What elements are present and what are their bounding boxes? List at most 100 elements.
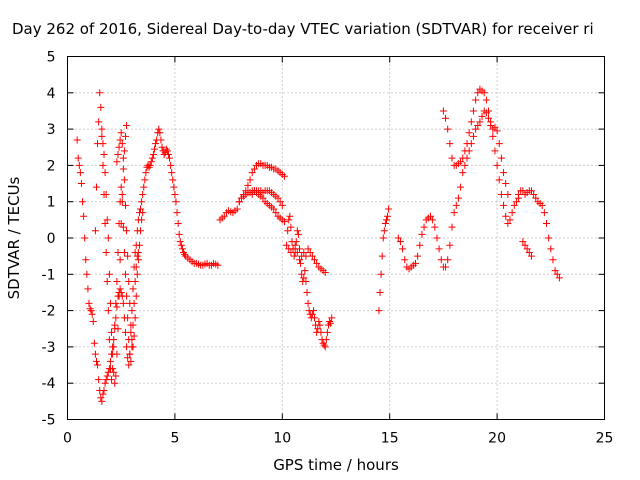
y-tick-label: 4 <box>47 86 56 102</box>
data-point <box>469 132 477 140</box>
data-point <box>497 154 505 162</box>
data-point <box>158 143 166 151</box>
data-point <box>181 250 189 258</box>
data-point <box>429 216 437 224</box>
plot-frame <box>67 56 605 420</box>
data-point <box>128 307 136 315</box>
data-point <box>134 249 142 257</box>
data-point <box>457 183 465 191</box>
data-point <box>162 145 170 153</box>
data-point <box>543 219 551 227</box>
data-point <box>128 336 136 344</box>
data-point <box>152 140 160 148</box>
y-tick-label: 5 <box>47 50 56 66</box>
data-point <box>246 176 254 184</box>
data-series-2 <box>98 121 131 387</box>
data-point <box>301 267 309 275</box>
data-point <box>385 205 393 213</box>
data-point <box>283 241 291 249</box>
data-point <box>314 325 322 333</box>
data-point <box>527 187 535 195</box>
data-series-9 <box>375 205 393 315</box>
data-point <box>321 343 329 351</box>
data-point <box>450 209 458 217</box>
data-point <box>328 314 336 322</box>
data-point <box>110 343 118 351</box>
data-point <box>396 238 404 246</box>
data-point <box>538 201 546 209</box>
data-point <box>512 198 520 206</box>
data-point <box>457 158 465 166</box>
data-point <box>163 147 171 155</box>
data-point <box>295 245 303 253</box>
data-point <box>117 288 125 296</box>
data-point <box>311 314 319 322</box>
data-point <box>376 288 384 296</box>
data-series-0 <box>73 125 222 405</box>
data-point <box>98 132 106 140</box>
data-point <box>175 230 183 238</box>
data-point <box>485 114 493 122</box>
data-point <box>297 259 305 267</box>
data-point <box>118 190 126 198</box>
data-point <box>519 238 527 246</box>
data-point <box>92 357 100 365</box>
data-point <box>104 234 112 242</box>
data-point <box>112 372 120 380</box>
data-point <box>469 107 477 115</box>
data-point <box>502 180 510 188</box>
data-point <box>322 336 330 344</box>
data-point <box>166 154 174 162</box>
data-point <box>280 218 288 226</box>
data-point <box>98 397 106 405</box>
data-point <box>140 183 148 191</box>
data-point <box>510 201 518 209</box>
data-point <box>131 278 139 286</box>
data-point <box>75 161 83 169</box>
data-point <box>149 151 157 159</box>
data-point <box>117 129 125 137</box>
data-point <box>523 245 531 253</box>
data-point <box>138 216 146 224</box>
data-point <box>497 190 505 198</box>
data-point <box>285 216 293 224</box>
data-point <box>495 176 503 184</box>
data-point <box>452 201 460 209</box>
data-point <box>377 270 385 278</box>
data-point <box>553 270 561 278</box>
data-point <box>106 299 114 307</box>
data-point <box>130 332 138 340</box>
data-point <box>233 205 241 213</box>
data-point <box>82 256 90 264</box>
y-tick-label: 1 <box>47 195 56 211</box>
data-series-5 <box>235 160 288 206</box>
data-point <box>129 343 137 351</box>
data-point <box>157 136 165 144</box>
data-point <box>303 288 311 296</box>
data-point <box>384 212 392 220</box>
data-point <box>114 151 122 159</box>
data-point <box>142 169 150 177</box>
y-tick-label: -1 <box>42 267 56 283</box>
data-series-10 <box>394 107 523 273</box>
data-point <box>112 314 120 322</box>
x-tick-label: 0 <box>63 431 72 447</box>
data-point <box>480 89 488 97</box>
data-point <box>169 176 177 184</box>
data-point <box>125 278 133 286</box>
data-point <box>177 241 185 249</box>
data-point <box>170 183 178 191</box>
data-point <box>292 238 300 246</box>
data-point <box>316 321 324 329</box>
data-point <box>433 234 441 242</box>
data-point <box>504 190 512 198</box>
data-point <box>286 212 294 220</box>
data-point <box>118 140 126 148</box>
data-point <box>83 270 91 278</box>
data-point <box>235 198 243 206</box>
data-point <box>116 256 124 264</box>
data-point <box>97 394 105 402</box>
data-series-8 <box>285 241 329 276</box>
data-point <box>121 270 129 278</box>
data-point <box>137 227 145 235</box>
